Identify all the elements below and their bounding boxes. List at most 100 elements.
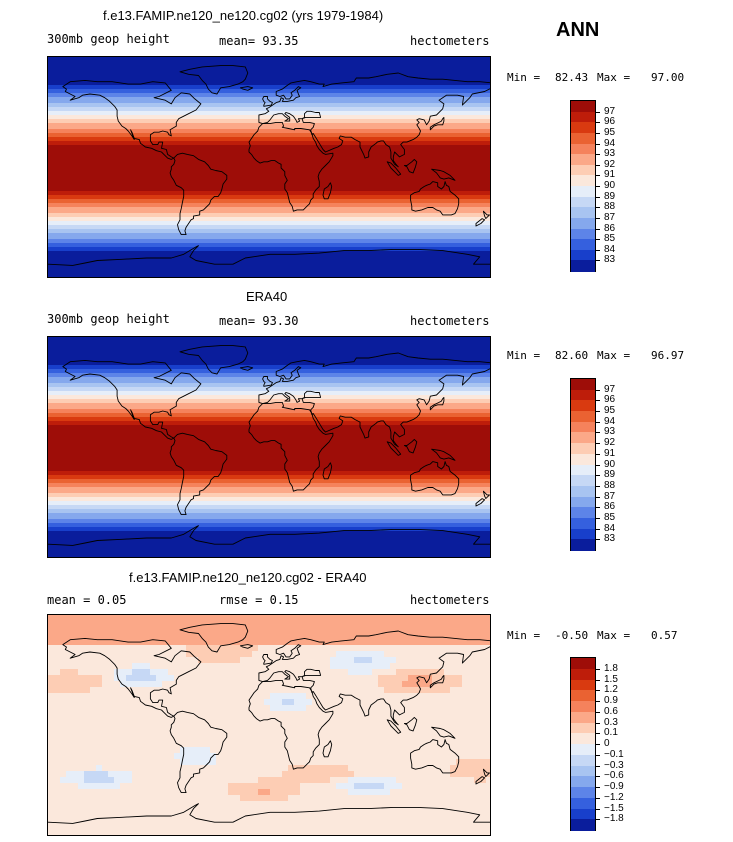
field-cell (312, 729, 319, 736)
field-cell (102, 813, 109, 820)
field-cell (396, 729, 403, 736)
colorbar-swatch (571, 143, 595, 155)
field-cell (438, 705, 445, 712)
field-cell (108, 753, 115, 760)
field-cell (354, 723, 361, 730)
field-cell (384, 777, 391, 784)
field-cell (348, 633, 355, 640)
field-cell (252, 777, 259, 784)
field-cell (378, 675, 385, 682)
field-cell (132, 789, 139, 796)
field-cell (150, 705, 157, 712)
field-cell (480, 717, 487, 724)
field-band (48, 463, 490, 466)
field-cell (150, 621, 157, 628)
field-cell (480, 783, 487, 790)
field-cell (450, 663, 457, 670)
field-cell (288, 729, 295, 736)
field-cell (240, 693, 247, 700)
field-cell (312, 735, 319, 742)
field-cell (336, 777, 343, 784)
field-cell (426, 663, 433, 670)
field-cell (66, 735, 73, 742)
field-cell (132, 777, 139, 784)
field-band (48, 139, 490, 142)
field-cell (282, 699, 289, 706)
field-cell (462, 651, 469, 658)
field-cell (276, 723, 283, 730)
field-cell (438, 831, 445, 835)
field-cell (456, 747, 463, 754)
field-cell (96, 819, 103, 826)
field-cell (204, 717, 211, 724)
field-band (48, 111, 490, 114)
field-cell (456, 705, 463, 712)
field-cell (126, 729, 133, 736)
field-cell (360, 723, 367, 730)
field-cell (462, 627, 469, 634)
field-cell (384, 789, 391, 796)
field-cell (360, 639, 367, 646)
field-cell (84, 753, 91, 760)
field-cell (282, 747, 289, 754)
field-band (48, 531, 490, 534)
field-cell (438, 639, 445, 646)
field-cell (348, 663, 355, 670)
field-cell (402, 705, 409, 712)
field-cell (162, 699, 169, 706)
field-cell (438, 627, 445, 634)
colorbar-level-label: 0 (604, 738, 610, 749)
field-cell (348, 717, 355, 724)
field-cell (252, 681, 259, 688)
field-cell (204, 651, 211, 658)
field-cell (48, 771, 55, 778)
field-cell (126, 789, 133, 796)
field-cell (234, 765, 241, 772)
field-cell (60, 687, 67, 694)
field-cell (204, 753, 211, 760)
field-cell (372, 765, 379, 772)
field-band (48, 85, 490, 88)
field-cell (486, 657, 490, 664)
field-cell (420, 663, 427, 670)
field-cell (330, 723, 337, 730)
field-cell (486, 627, 490, 634)
field-cell (408, 681, 415, 688)
field-cell (240, 723, 247, 730)
field-cell (234, 693, 241, 700)
field-cell (372, 657, 379, 664)
field-cell (162, 819, 169, 826)
field-cell (72, 687, 79, 694)
field-cell (204, 627, 211, 634)
field-cell (420, 741, 427, 748)
field-cell (264, 825, 271, 832)
field-cell (60, 615, 67, 622)
field-cell (126, 675, 133, 682)
field-cell (270, 675, 277, 682)
field-cell (60, 771, 67, 778)
field-cell (366, 759, 373, 766)
field-cell (372, 813, 379, 820)
field-cell (432, 831, 439, 835)
field-cell (84, 711, 91, 718)
field-cell (432, 651, 439, 658)
field-cell (252, 657, 259, 664)
field-cell (138, 717, 145, 724)
field-cell (288, 675, 295, 682)
field-cell (450, 627, 457, 634)
field-cell (312, 723, 319, 730)
field-band (48, 467, 490, 470)
field-cell (294, 795, 301, 802)
field-cell (174, 639, 181, 646)
field-cell (408, 615, 415, 622)
field-cell (366, 693, 373, 700)
field-cell (486, 747, 490, 754)
field-cell (342, 825, 349, 832)
field-cell (150, 819, 157, 826)
field-cell (330, 645, 337, 652)
field-cell (294, 723, 301, 730)
field-cell (132, 615, 139, 622)
field-cell (204, 831, 211, 835)
field-band (48, 73, 490, 76)
field-cell (354, 615, 361, 622)
